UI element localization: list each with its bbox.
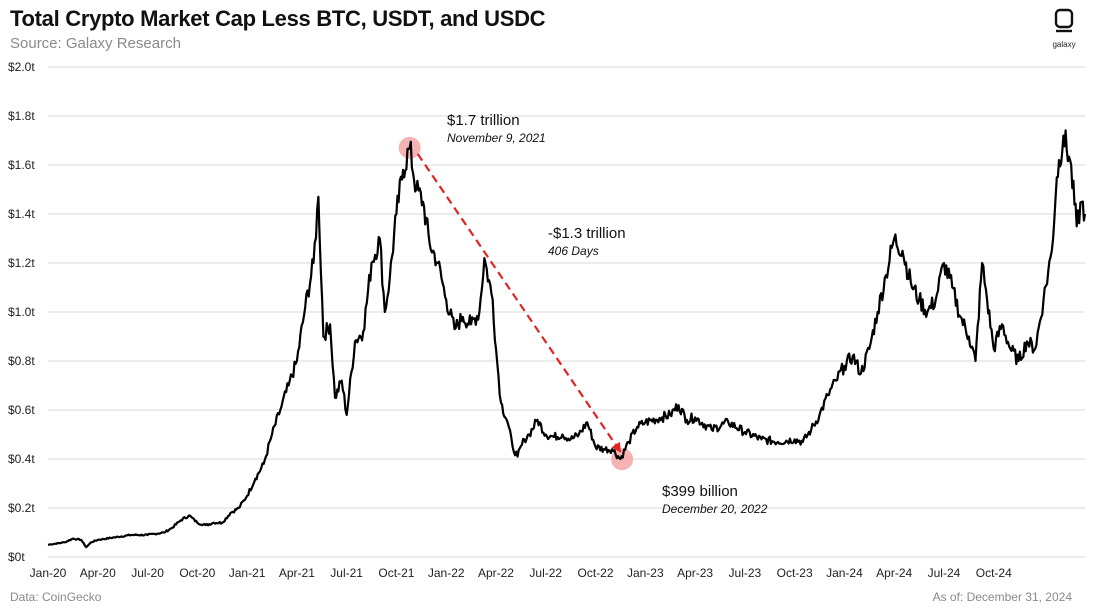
- x-tick-label: Jan-23: [627, 566, 664, 580]
- point-highlights: [398, 136, 634, 471]
- trough-annotation-date: December 20, 2022: [662, 502, 768, 516]
- series-line-0: [47, 129, 1087, 549]
- x-tick-label: Apr-24: [876, 566, 912, 580]
- y-tick-label: $1.6t: [8, 158, 35, 172]
- x-tick-label: Jan-22: [428, 566, 465, 580]
- x-tick-label: Oct-23: [777, 566, 813, 580]
- drawdown-annotation-label: -$1.3 trillion: [548, 225, 626, 242]
- chart-title: Total Crypto Market Cap Less BTC, USDT, …: [10, 6, 546, 31]
- drawdown-annotation-date: 406 Days: [548, 244, 599, 258]
- x-tick-label: Apr-22: [478, 566, 514, 580]
- y-axis-ticks: $0t $0.2t $0.4t $0.6t $0.8t $1.0t $1.2t $1.4t $1…: [8, 60, 35, 564]
- drawdown-arrow-group: [416, 153, 622, 453]
- y-tick-label: $1.2t: [8, 256, 35, 270]
- trough-annotation-label: $399 billion: [662, 483, 738, 500]
- x-tick-label: Jul-21: [330, 566, 363, 580]
- x-tick-label: Jul-24: [928, 566, 961, 580]
- series-group: [47, 129, 1087, 549]
- y-tick-label: $0t: [8, 550, 25, 564]
- x-axis-ticks: Jan-20 Apr-20 Jul-20 Oct-20 Jan-21 Apr-21 Jul-…: [30, 566, 1012, 580]
- y-tick-label: $0.2t: [8, 501, 35, 515]
- x-tick-label: Oct-20: [179, 566, 215, 580]
- trough-highlight-marker: [611, 448, 634, 471]
- grid-lines: [48, 66, 1085, 558]
- y-tick-label: $1.4t: [8, 207, 35, 221]
- x-tick-label: Oct-21: [378, 566, 414, 580]
- y-tick-label: $0.8t: [8, 354, 35, 368]
- galaxy-logo-text: galaxy: [1052, 40, 1076, 49]
- x-tick-label: Jan-20: [30, 566, 67, 580]
- y-tick-label: $1.0t: [8, 305, 35, 319]
- annotations: $1.7 trillion November 9, 2021 $399 billio…: [447, 112, 768, 516]
- x-tick-label: Jul-22: [529, 566, 562, 580]
- x-tick-label: Apr-23: [677, 566, 713, 580]
- x-tick-label: Jul-23: [729, 566, 762, 580]
- as-of-date: As of: December 31, 2024: [932, 590, 1072, 604]
- x-tick-label: Jul-20: [131, 566, 164, 580]
- y-tick-label: $1.8t: [8, 109, 35, 123]
- x-tick-label: Apr-20: [80, 566, 116, 580]
- x-tick-label: Jan-24: [826, 566, 863, 580]
- x-tick-label: Jan-21: [229, 566, 266, 580]
- drawdown-arrow: [416, 153, 622, 453]
- x-tick-label: Oct-24: [976, 566, 1012, 580]
- chart-subtitle: Source: Galaxy Research: [10, 35, 181, 52]
- x-tick-label: Oct-22: [578, 566, 614, 580]
- galaxy-logo: galaxy: [1042, 8, 1086, 49]
- peak-annotation-date: November 9, 2021: [447, 131, 546, 145]
- y-tick-label: $0.6t: [8, 403, 35, 417]
- galaxy-logo-icon: [1054, 8, 1074, 33]
- y-tick-label: $0.4t: [8, 452, 35, 466]
- y-tick-label: $2.0t: [8, 60, 35, 74]
- x-tick-label: Apr-21: [279, 566, 315, 580]
- peak-annotation-label: $1.7 trillion: [447, 112, 520, 129]
- data-source-note: Data: CoinGecko: [10, 590, 102, 604]
